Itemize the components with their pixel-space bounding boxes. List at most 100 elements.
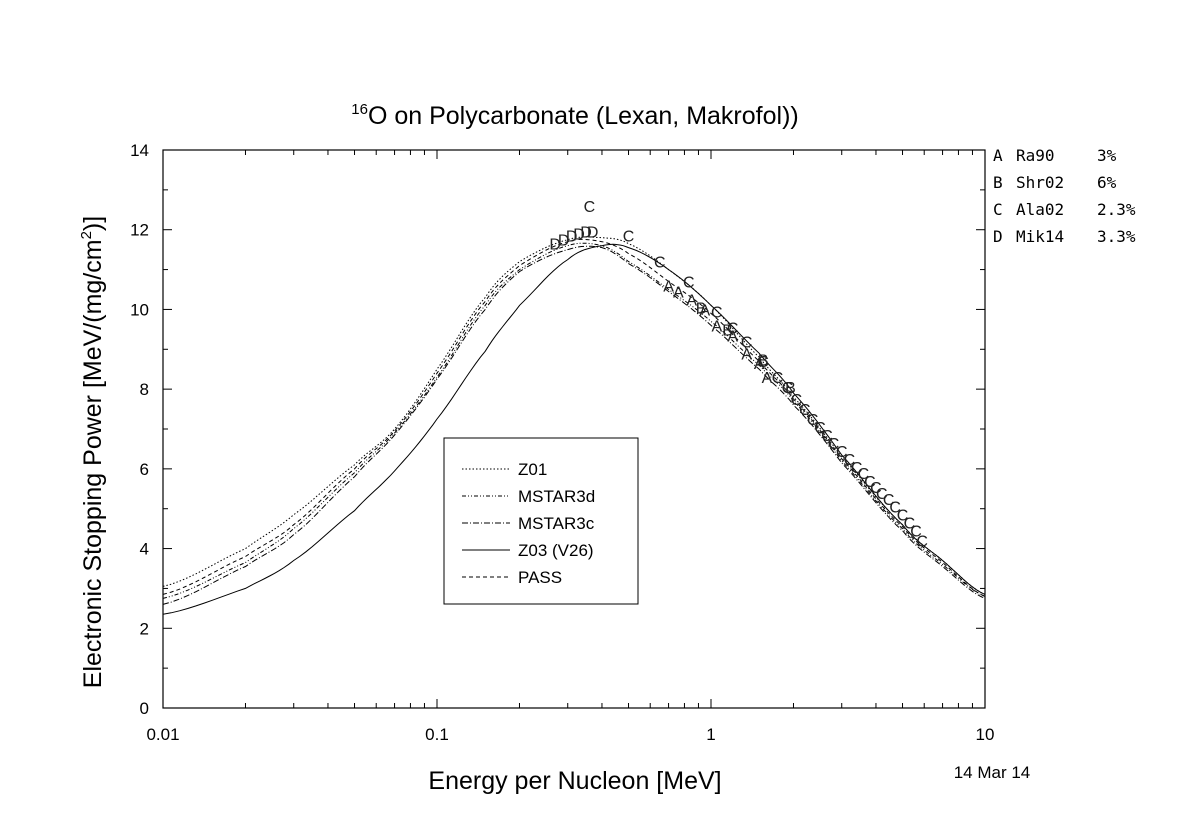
x-tick-label: 0.01	[146, 725, 179, 744]
data-point-c: C	[904, 516, 916, 533]
reference-error: 3%	[1097, 146, 1117, 165]
data-point-c: C	[807, 412, 819, 429]
y-axis-title-main: Electronic Stopping Power [MeV/(mg/cm	[79, 239, 107, 688]
data-point-d: D	[587, 225, 599, 242]
data-point-c: C	[910, 524, 922, 541]
data-point-a: A	[711, 318, 722, 335]
data-point-c: C	[782, 380, 794, 397]
reference-name: Ra90	[1016, 146, 1055, 165]
data-point-b: B	[758, 352, 769, 369]
y-tick-label: 8	[140, 380, 149, 399]
data-point-d: D	[573, 227, 585, 244]
x-axis-title: Energy per Nucleon [MeV]	[428, 767, 721, 795]
data-point-c: C	[799, 402, 811, 419]
data-point-c: C	[711, 304, 723, 321]
data-point-c: C	[883, 492, 895, 509]
legend-label: PASS	[518, 568, 562, 587]
reference-list: A Ra90 3% B Shr02 6% C Ala02 2.3% D Mik14 3.3%	[993, 146, 1136, 246]
data-point-d: D	[566, 229, 578, 246]
series-line-z01	[162, 236, 986, 595]
data-point-b: B	[696, 300, 707, 317]
data-point-c: C	[916, 534, 928, 551]
data-point-a: A	[686, 292, 697, 309]
x-tick-label: 10	[976, 725, 995, 744]
y-axis-title-end: )]	[79, 216, 107, 231]
reference-name: Shr02	[1016, 173, 1064, 192]
data-point-c: C	[851, 460, 863, 477]
chart-title: 16O on Polycarbonate (Lexan, Makrofol))	[351, 101, 798, 130]
series-line-pass	[162, 238, 986, 597]
data-point-d: D	[580, 225, 592, 242]
data-point-a: A	[741, 346, 752, 363]
data-point-c: C	[864, 474, 876, 491]
y-axis-title-sup: 2	[78, 231, 95, 239]
data-point-c: C	[836, 444, 848, 461]
reference-name: Ala02	[1016, 200, 1064, 219]
reference-error: 3.3%	[1097, 227, 1136, 246]
date-stamp: 14 Mar 14	[954, 763, 1031, 782]
data-point-c: C	[791, 392, 803, 409]
data-point-c: C	[623, 229, 635, 246]
data-point-d: D	[558, 233, 570, 250]
data-point-b: B	[722, 322, 733, 339]
legend-label: MSTAR3d	[518, 487, 595, 506]
data-point-c: C	[683, 275, 695, 292]
x-tick-label: 0.1	[425, 725, 449, 744]
y-axis-title: Electronic Stopping Power [MeV/(mg/cm2)]	[78, 216, 107, 688]
title-superscript: 16	[351, 101, 368, 118]
series-line-mstar3d	[162, 242, 986, 599]
x-tick-label: 1	[706, 725, 715, 744]
reference-name: Mik14	[1016, 227, 1064, 246]
y-tick-label: 14	[130, 141, 149, 160]
reference-error: 2.3%	[1097, 200, 1136, 219]
reference-letter: C	[993, 200, 1003, 219]
data-point-c: C	[654, 255, 666, 272]
legend-items: Z01 MSTAR3d MSTAR3c Z03 (V26) PASS	[462, 460, 595, 587]
data-point-c: C	[757, 354, 769, 371]
reference-letter: A	[993, 146, 1003, 165]
data-point-c: C	[828, 436, 840, 453]
data-point-a: A	[727, 328, 738, 345]
reference-letter: D	[993, 227, 1003, 246]
data-point-b: B	[785, 380, 796, 397]
y-tick-label: 6	[140, 460, 149, 479]
data-point-a: A	[762, 370, 773, 387]
data-point-c: C	[889, 500, 901, 517]
data-point-c: C	[772, 370, 784, 387]
data-point-c: C	[741, 334, 753, 351]
series-line-z03-v26-	[162, 243, 986, 615]
data-point-c: C	[870, 480, 882, 497]
y-tick-label: 12	[130, 221, 149, 240]
data-point-c: C	[814, 420, 826, 437]
data-point-c: C	[858, 466, 870, 483]
data-point-c: C	[727, 320, 739, 337]
legend-label: MSTAR3c	[518, 514, 595, 533]
data-point-c: C	[844, 452, 856, 469]
legend-frame	[443, 437, 639, 605]
series-curves	[162, 236, 986, 615]
data-point-a: A	[754, 356, 765, 373]
y-tick-label: 10	[130, 300, 149, 319]
legend: Z01 MSTAR3d MSTAR3c Z03 (V26) PASS	[443, 437, 639, 605]
y-tick-label: 2	[140, 619, 149, 638]
axis-ticks	[162, 149, 985, 709]
data-point-a: A	[700, 302, 711, 319]
y-tick-label: 4	[140, 540, 149, 559]
data-point-c: C	[876, 486, 888, 503]
data-point-a: A	[673, 284, 684, 301]
reference-error: 6%	[1097, 173, 1117, 192]
data-point-c: C	[897, 508, 909, 525]
legend-label: Z01	[518, 460, 547, 479]
title-main: O on Polycarbonate (Lexan, Makrofol))	[368, 102, 799, 130]
data-point-a: A	[663, 279, 674, 296]
series-line-mstar3c	[162, 245, 986, 605]
data-point-c: C	[821, 428, 833, 445]
legend-label: Z03 (V26)	[518, 541, 594, 560]
axis-tick-labels: 0.01 0.1 1 10 0 2 4 6 8 10 12 14	[130, 141, 994, 744]
reference-letter: B	[993, 173, 1003, 192]
y-tick-label: 0	[140, 699, 149, 718]
data-point-d: D	[549, 237, 561, 254]
data-point-c: C	[584, 199, 596, 216]
